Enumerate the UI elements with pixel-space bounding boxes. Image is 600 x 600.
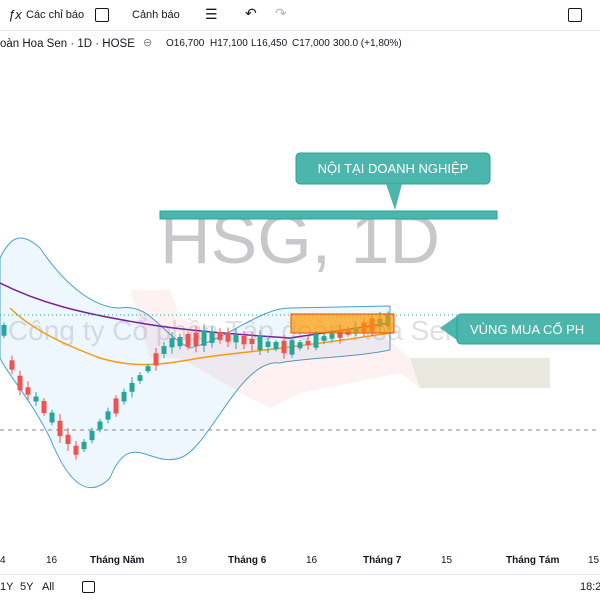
candle-body [97,421,103,430]
time-label: Tháng Năm [90,555,145,566]
ohlc-high: H17,100 [210,38,248,49]
range-button[interactable]: 5Y [20,581,34,593]
candle-body [321,336,327,341]
templates-icon[interactable] [95,8,109,22]
ichimoku-cloud-red [130,290,550,408]
time-label: Tháng 7 [363,555,402,566]
time-label: 4 [0,555,6,566]
time-label: 16 [46,555,58,566]
candle-body [273,342,279,350]
candle-body [57,420,63,437]
candle-body [297,342,303,349]
annotation-text[interactable]: NỘI TẠI DOANH NGHIỆP [318,161,469,176]
candle-body [177,336,183,347]
candle-body [289,340,295,355]
candle-body [129,382,135,392]
candle-body [249,338,255,345]
time-label: 15 [441,555,453,566]
candle-body [89,430,95,441]
candle-body [73,445,79,455]
indicators-button[interactable]: Các chỉ báo [26,9,85,21]
symbol-name[interactable]: oàn Hoa Sen · 1D · HOSE [0,38,135,50]
candle-body [41,400,47,414]
candle-body [113,398,119,414]
bottom-bar: 1Y 5Y All 18:2 [0,574,600,600]
annotation-text[interactable]: VÙNG MUA CỔ PH [470,322,584,337]
date-range-icon[interactable] [82,581,95,593]
candle-body [9,360,15,370]
candle-body [201,330,207,346]
candle-body [121,391,127,402]
ohlc-close: C17,000 [292,38,330,49]
candle-body [105,411,111,420]
candle-body [193,332,199,346]
time-label: Tháng Tám [506,555,560,566]
candle-body [209,331,215,343]
candle-body [225,333,231,342]
undo-icon[interactable]: ↶ [245,5,257,21]
annotation-pointer [386,184,402,210]
clock: 18:2 [580,581,600,593]
annotation-bar[interactable] [159,210,498,220]
toolbar: ƒx Các chỉ báo Cảnh báo ☰ ↶ ↷ [0,0,600,31]
candle-body [337,330,343,338]
candle-body [1,324,7,336]
range-button[interactable]: 1Y [0,581,14,593]
candle-body [257,335,263,351]
ohlc-change: 300.0 (+1,80%) [333,38,402,49]
redo-icon[interactable]: ↷ [275,5,287,21]
candle-body [49,412,55,423]
candle-body [305,340,311,346]
chart-canvas[interactable]: HSG, 1D Công ty Cổ phần Tập đoàn Hoa Sen… [0,58,600,548]
time-label: 15 [588,555,600,566]
fx-icon[interactable]: ƒx [8,7,22,22]
time-label: 19 [176,555,188,566]
symbol-line: oàn Hoa Sen · 1D · HOSE ⊖ O16,700 H17,10… [0,37,600,53]
fullscreen-icon[interactable] [568,8,582,22]
alerts-button[interactable]: Cảnh báo [132,9,180,21]
candle-body [265,341,271,347]
range-button[interactable]: All [42,581,55,593]
candle-body [153,353,159,366]
candle-body [81,441,87,450]
candle-body [329,333,335,339]
candle-body [241,335,247,345]
time-label: 16 [306,555,318,566]
buy-zone[interactable] [290,313,395,334]
candle-body [33,396,39,402]
candle-body [233,335,239,343]
ma-purple [0,282,391,339]
candle-body [281,340,287,354]
candle-body [161,346,167,354]
ohlc-open: O16,700 [166,38,205,49]
candle-body [25,387,31,395]
time-label: Tháng 6 [228,555,267,566]
candle-body [17,375,23,391]
candle-body [217,332,223,340]
annotation-box[interactable] [456,313,600,345]
candle-body [313,333,319,348]
ichimoku-cloud-green [410,358,550,388]
ohlc-low: L16,450 [251,38,288,49]
candle-body [65,434,71,445]
candle-body [169,338,175,348]
candle-body [137,375,143,381]
candle-body [185,334,191,347]
collapse-icon[interactable]: ⊖ [143,37,153,49]
candle-body [145,366,151,372]
time-axis: 4 16 Tháng Năm 19 Tháng 6 16 Tháng 7 15 … [0,548,600,570]
annotation-pointer [440,316,457,340]
replay-icon[interactable]: ☰ [205,6,218,22]
